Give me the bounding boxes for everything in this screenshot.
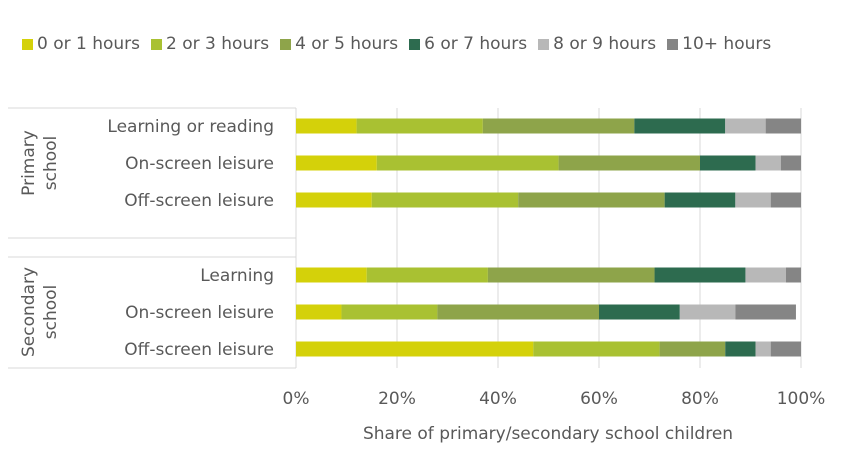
legend-label: 4 or 5 hours <box>295 34 399 54</box>
group-label: Primary <box>19 130 39 196</box>
bar-segment <box>785 267 801 283</box>
legend-swatch <box>409 38 421 50</box>
group-label: school <box>41 136 61 191</box>
bar-segment <box>437 304 599 320</box>
bar-segment <box>664 192 736 208</box>
bar-segment <box>634 118 726 134</box>
bar-segment <box>296 118 357 134</box>
bar-segment <box>659 341 726 357</box>
legend-swatch <box>667 38 679 50</box>
bar-segment <box>482 118 635 134</box>
legend-label: 6 or 7 hours <box>424 34 528 54</box>
bar-segment <box>296 267 367 283</box>
x-tick-label: 60% <box>580 389 618 409</box>
bar-segment <box>296 155 377 171</box>
group-label: school <box>41 285 61 340</box>
category-label: Learning <box>200 266 274 286</box>
group-label: Secondary <box>19 267 39 357</box>
bar-segment <box>755 341 771 357</box>
x-axis-title: Share of primary/secondary school childr… <box>363 424 733 444</box>
bar-segment <box>296 304 342 320</box>
bar-segment <box>755 155 781 171</box>
legend-item: 4 or 5 hours <box>280 34 398 54</box>
bar-segment <box>533 341 660 357</box>
x-tick-label: 100% <box>777 389 826 409</box>
bar-segment <box>679 304 736 320</box>
legend-label: 0 or 1 hours <box>37 34 141 54</box>
bar-segment <box>296 192 372 208</box>
legend-label: 2 or 3 hours <box>166 34 270 54</box>
category-label: Learning or reading <box>107 117 274 137</box>
bar-segment <box>770 192 801 208</box>
legend-label: 8 or 9 hours <box>553 34 657 54</box>
bar-segment <box>780 155 801 171</box>
bar-segment <box>700 155 756 171</box>
bar-segment <box>725 118 766 134</box>
bar-segment <box>765 118 801 134</box>
bar-segment <box>770 341 801 357</box>
bar-segment <box>371 192 519 208</box>
category-label: Off-screen leisure <box>124 191 274 211</box>
bar-segment <box>735 304 796 320</box>
category-label: On-screen leisure <box>125 303 274 323</box>
legend-label: 10+ hours <box>682 34 772 54</box>
bar-segment <box>558 155 700 171</box>
bar-segment <box>296 341 534 357</box>
bar-segment <box>518 192 665 208</box>
bar-segment <box>356 118 483 134</box>
legend-swatch <box>538 38 550 50</box>
bar-segment <box>745 267 786 283</box>
legend-item: 8 or 9 hours <box>538 34 656 54</box>
bar-segment <box>366 267 488 283</box>
legend-swatch <box>22 38 33 50</box>
legend-item: 2 or 3 hours <box>151 34 269 54</box>
legend-swatch <box>280 38 292 50</box>
x-tick-label: 40% <box>479 389 517 409</box>
bar-segment <box>341 304 438 320</box>
bar-segment <box>487 267 655 283</box>
chart-legend: 0 or 1 hours 2 or 3 hours 4 or 5 hours 6 or… <box>22 34 771 54</box>
bar-segment <box>654 267 746 283</box>
x-tick-label: 20% <box>378 389 416 409</box>
legend-item: 0 or 1 hours <box>22 34 140 54</box>
legend-item: 6 or 7 hours <box>409 34 527 54</box>
x-tick-label: 80% <box>681 389 719 409</box>
bar-segment <box>735 192 771 208</box>
bar-segment <box>725 341 756 357</box>
legend-swatch <box>151 38 163 50</box>
category-label: On-screen leisure <box>125 154 274 174</box>
x-tick-label: 0% <box>283 389 310 409</box>
legend-item: 10+ hours <box>667 34 771 54</box>
bar-segment <box>599 304 680 320</box>
bar-segment <box>376 155 559 171</box>
category-label: Off-screen leisure <box>124 340 274 360</box>
